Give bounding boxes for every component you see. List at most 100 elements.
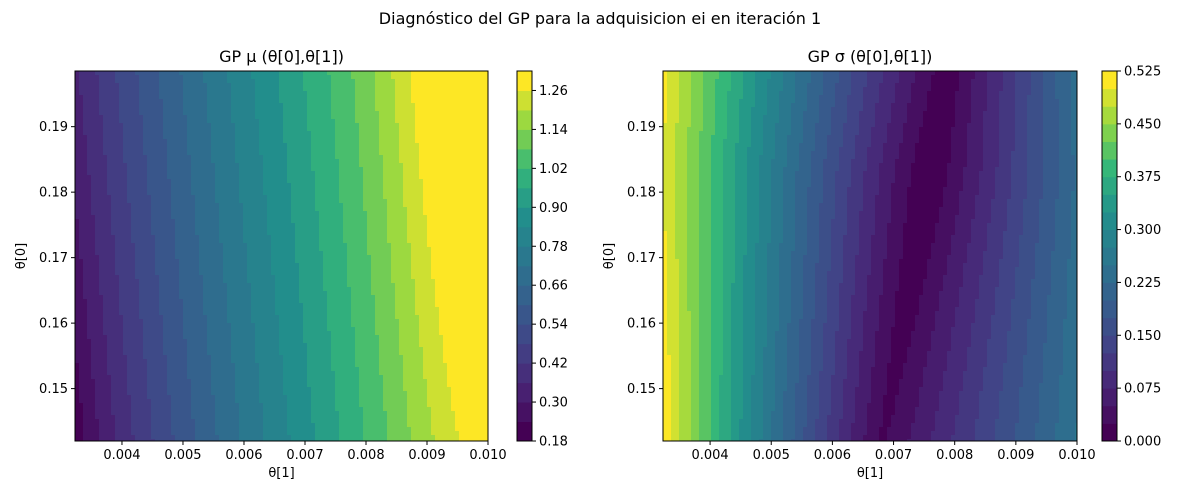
y-tick-label: 0.19 [39,120,68,135]
colorbar-tick-label: 0.150 [1124,329,1161,344]
colorbar-level [517,343,532,364]
y-axis-label: θ[0] [14,243,29,269]
colorbar-tick-label: 0.42 [539,357,568,372]
colorbar-level [517,285,532,306]
colorbar: 0.000 0.075 0.150 0.225 0.300 0.375 0.450 0.525 [1101,65,1161,450]
colorbar-level [517,304,532,325]
colorbar-tick-label: 1.26 [539,84,568,99]
colorbar-level [1102,211,1117,231]
colorbar-level [517,90,532,111]
axes-frame [662,70,1078,442]
colorbar-level [1102,352,1117,372]
panel-sigma: GP σ (θ[0],θ[1]) 0.004 0.005 0.006 0.007 0.00… [602,47,1161,481]
x-tick-label: 0.010 [469,448,506,463]
colorbar-level [517,129,532,150]
x-tick-label: 0.010 [1058,448,1095,463]
x-tick-label: 0.006 [814,448,851,463]
colorbar-level [1102,194,1117,213]
colorbar-level [517,109,532,130]
y-axis-label: θ[0] [602,243,617,269]
x-tick-label: 0.004 [691,448,728,463]
colorbar-level [517,402,532,423]
y-tick-label: 0.15 [39,382,68,397]
x-tick-label: 0.005 [753,448,790,463]
colorbar-tick-label: 1.02 [539,162,568,177]
contour-field [75,71,488,441]
x-axis-label: θ[1] [268,466,294,481]
colorbar-tick-label: 0.375 [1124,170,1161,185]
x-tick-label: 0.004 [103,448,140,463]
colorbar-tick-label: 0.000 [1124,435,1161,450]
colorbar-level [1102,141,1117,160]
colorbar-tick-label: 0.18 [539,435,568,450]
colorbar-level [1102,317,1117,336]
colorbar-level [517,71,532,91]
colorbar-tick-label: 0.450 [1124,117,1161,132]
y-tick-label: 0.18 [627,186,656,201]
x-tick-label: 0.005 [164,448,201,463]
y-tick-label: 0.16 [627,317,656,332]
colorbar-level [1102,370,1117,389]
x-axis-label: θ[1] [857,466,883,481]
colorbar-tick-label: 0.225 [1124,276,1161,291]
x-tick-label: 0.006 [225,448,262,463]
colorbar-level [517,226,532,247]
axes-frame [74,70,489,442]
colorbar-level [1102,388,1117,407]
y-tick-label: 0.17 [627,251,656,266]
colorbar-level [1102,335,1117,354]
y-tick-label: 0.19 [627,120,656,135]
colorbar-tick-label: 0.075 [1124,382,1161,397]
colorbar-level [1102,159,1117,178]
contour-field [663,71,1077,441]
colorbar-level [1102,88,1117,107]
colorbar-tick-label: 0.66 [539,279,568,294]
colorbar-level [517,363,532,384]
colorbar-level [1102,176,1117,195]
colorbar-level [1102,423,1117,442]
x-tick-label: 0.008 [936,448,973,463]
colorbar-tick-label: 0.525 [1124,65,1161,80]
colorbar-tick-label: 0.300 [1124,223,1161,238]
y-tick-label: 0.17 [39,251,68,266]
colorbar-tick-label: 0.30 [539,396,568,411]
x-tick-label: 0.007 [286,448,323,463]
x-tick-label: 0.009 [997,448,1034,463]
colorbar-level [517,421,532,442]
colorbar-level [517,207,532,228]
y-tick-label: 0.18 [39,186,68,201]
colorbar-tick-label: 0.78 [539,240,568,255]
colorbar-level [1102,247,1117,266]
x-tick-label: 0.007 [875,448,912,463]
panel-title: GP σ (θ[0],θ[1]) [808,47,933,66]
colorbar-level [517,168,532,189]
colorbar-level [1102,300,1117,319]
colorbar-tick-label: 0.90 [539,201,568,216]
y-tick-label: 0.15 [627,382,656,397]
colorbar-level [1102,123,1117,142]
colorbar-level [1102,71,1117,90]
colorbar-level [1102,282,1117,301]
colorbar-tick-label: 1.14 [539,123,568,138]
figure-suptitle: Diagnóstico del GP para la adquisicion e… [379,9,821,28]
colorbar-level [1102,405,1117,424]
colorbar-level [1102,229,1117,248]
colorbar-level [517,265,532,286]
y-tick-label: 0.16 [39,317,68,332]
colorbar: 0.18 0.30 0.42 0.54 0.66 0.78 0.90 1.02 1.14 1.26 [516,70,568,450]
panel-mu: GP μ (θ[0],θ[1]) 0.004 0.005 0.006 0.007 0.00… [14,47,568,481]
colorbar-frame [1101,70,1118,442]
colorbar-level [1102,264,1117,283]
colorbar-tick-label: 0.54 [539,318,568,333]
colorbar-level [1102,106,1117,125]
colorbar-frame [516,70,533,442]
colorbar-level [517,187,532,208]
colorbar-level [517,148,532,169]
panel-title: GP μ (θ[0],θ[1]) [219,47,344,66]
colorbar-level [517,382,532,403]
x-tick-label: 0.009 [408,448,445,463]
colorbar-level [517,324,532,345]
colorbar-level [517,246,532,267]
